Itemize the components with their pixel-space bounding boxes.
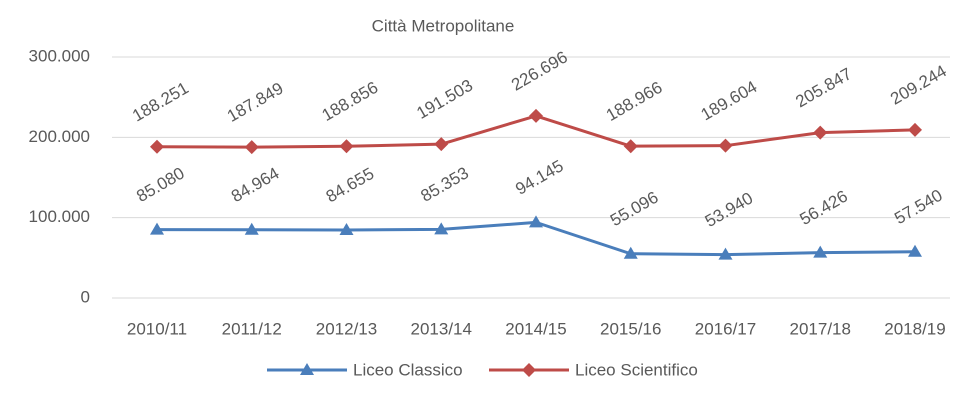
x-tick-label: 2012/13 <box>316 319 377 338</box>
data-point <box>244 222 259 235</box>
chart-title: Città Metropolitane <box>372 16 515 35</box>
data-label: 85.080 <box>133 164 188 206</box>
x-tick-label: 2018/19 <box>884 319 945 338</box>
data-label: 94.145 <box>512 156 567 198</box>
data-point <box>623 246 638 259</box>
data-point <box>529 108 543 123</box>
data-point <box>339 222 354 235</box>
data-label: 191.503 <box>413 76 476 123</box>
data-point <box>623 139 638 154</box>
data-point <box>908 244 922 257</box>
y-tick-label: 100.000 <box>29 207 90 226</box>
data-point <box>813 245 828 258</box>
x-tick-label: 2015/16 <box>600 319 661 338</box>
data-point <box>150 222 164 235</box>
data-label: 188.966 <box>603 78 666 125</box>
legend-marker <box>300 363 314 375</box>
x-tick-label: 2014/15 <box>505 319 566 338</box>
data-label: 189.604 <box>698 77 761 124</box>
data-point <box>150 139 164 154</box>
data-label: 226.696 <box>508 47 571 94</box>
data-point <box>813 125 828 140</box>
data-label: 209.244 <box>887 61 950 108</box>
data-point <box>908 122 922 137</box>
data-label: 53.940 <box>702 189 757 231</box>
x-tick-label: 2013/14 <box>411 319 472 338</box>
data-point <box>244 140 259 155</box>
data-label: 56.426 <box>796 187 851 229</box>
y-tick-label: 0 <box>81 287 90 306</box>
data-label: 84.964 <box>228 164 283 206</box>
legend-label: Liceo Scientifico <box>575 360 698 379</box>
data-point <box>339 139 354 154</box>
data-point <box>529 215 543 228</box>
data-label: 84.655 <box>323 164 378 206</box>
data-label: 57.540 <box>891 186 946 228</box>
y-tick-label: 300.000 <box>29 46 90 65</box>
legend-marker <box>522 363 536 377</box>
data-label: 187.849 <box>224 79 287 126</box>
x-tick-label: 2017/18 <box>790 319 851 338</box>
data-label: 188.251 <box>129 78 192 125</box>
data-label: 205.847 <box>792 64 855 111</box>
x-tick-label: 2010/11 <box>127 319 187 338</box>
data-label: 55.096 <box>607 188 662 230</box>
data-point <box>718 247 733 260</box>
data-point <box>434 222 449 235</box>
data-label: 85.353 <box>417 163 472 205</box>
data-point <box>718 138 733 153</box>
legend-label: Liceo Classico <box>353 360 463 379</box>
x-tick-label: 2016/17 <box>695 319 756 338</box>
data-point <box>434 137 449 152</box>
y-tick-label: 200.000 <box>29 127 90 146</box>
data-label: 188.856 <box>319 78 382 125</box>
x-tick-label: 2011/12 <box>222 319 282 338</box>
